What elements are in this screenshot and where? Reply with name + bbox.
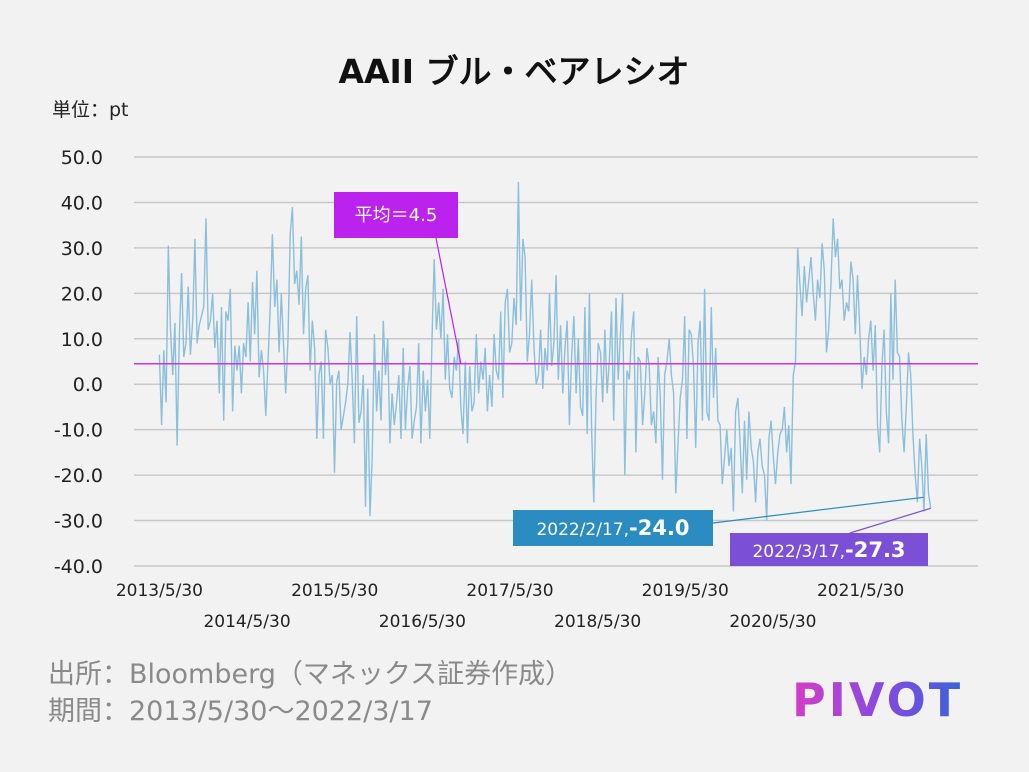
annotation-1-value: -24.0	[629, 516, 690, 540]
y-tick-label: 10.0	[61, 329, 103, 351]
pivot-logo: PIVOT	[792, 674, 963, 724]
annotation-2-date: 2022/3/17,	[752, 542, 845, 562]
chart-title: AAII ブル・ベアレシオ	[338, 52, 689, 91]
annotation-1-date: 2022/2/17,	[536, 520, 629, 540]
x-tick-label: 2018/5/30	[554, 612, 641, 632]
y-tick-label: -10.0	[54, 420, 103, 442]
annotation-2-text: 2022/3/17,-27.3	[752, 538, 905, 562]
annotation-1-box	[513, 510, 713, 546]
source-note: 出所：Bloomberg（マネックス証券作成）	[48, 659, 573, 690]
y-tick-label: -40.0	[54, 556, 103, 578]
x-tick-label: 2020/5/30	[729, 612, 816, 632]
x-tick-label: 2015/5/30	[291, 581, 378, 601]
period-note: 期間：2013/5/30～2022/3/17	[48, 696, 433, 727]
x-tick-label: 2014/5/30	[203, 612, 290, 632]
y-tick-label: 40.0	[61, 192, 103, 214]
annotation-2-box	[730, 533, 928, 566]
annotation-1-leader	[712, 496, 924, 524]
x-tick-label: 2021/5/30	[817, 581, 904, 601]
y-tick-label: 0.0	[73, 374, 103, 396]
x-tick-label: 2016/5/30	[379, 612, 466, 632]
annotation-2-leader	[849, 507, 931, 534]
callouts: 平均＝4.5 2022/2/17,-24.0 2022/3/17,-27.3	[334, 192, 931, 566]
unit-label: 単位：pt	[52, 99, 129, 121]
x-tick-label: 2017/5/30	[466, 581, 553, 601]
y-tick-label: -30.0	[54, 511, 103, 533]
average-callout-leader	[435, 237, 462, 364]
y-tick-label: 30.0	[61, 238, 103, 260]
x-tick-label: 2019/5/30	[642, 581, 729, 601]
logo-text: PIVOT	[792, 674, 963, 724]
y-axis-ticks: 50.0 40.0 30.0 20.0 10.0 0.0 -10.0 -20.0 -30.0 -4…	[54, 147, 103, 578]
x-tick-label: 2013/5/30	[116, 581, 203, 601]
y-tick-label: 50.0	[61, 147, 103, 169]
x-axis-ticks: 2013/5/302014/5/302015/5/302016/5/302017…	[116, 581, 904, 632]
series-line	[158, 181, 932, 521]
annotation-1-text: 2022/2/17,-24.0	[536, 516, 689, 540]
y-tick-label: -20.0	[54, 465, 103, 487]
average-callout-label: 平均＝4.5	[355, 205, 438, 226]
annotation-2-value: -27.3	[845, 538, 906, 562]
chart-svg: AAII ブル・ベアレシオ 単位：pt 50.0 40.0 30.0 20.0 10.0…	[52, 52, 978, 632]
y-tick-label: 20.0	[61, 283, 103, 305]
average-callout-box	[334, 192, 458, 238]
